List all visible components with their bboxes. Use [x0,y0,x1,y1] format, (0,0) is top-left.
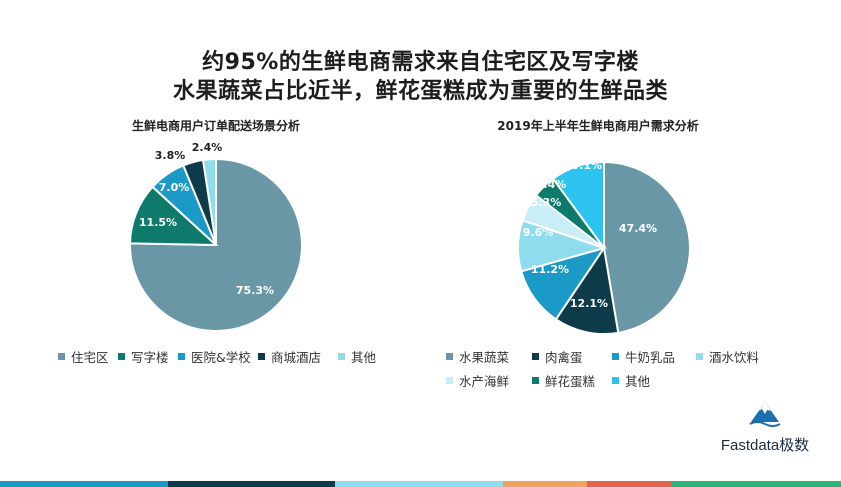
pie-slice [128,185,219,247]
legend-item: 其他 [338,347,376,366]
brand-logo: Fastdata极数 [700,400,830,455]
bottom-bar-segment [335,481,503,487]
bottom-bar-segment [0,481,168,487]
legend-label: 鲜花蛋糕 [545,374,596,389]
legend-swatch [696,353,703,360]
bottom-bar-segment [168,481,335,487]
legend-item: 酒水饮料 [696,347,759,366]
pie-slice [551,160,605,252]
legend-item: 其他 [612,371,650,390]
legend-item: 牛奶乳品 [612,347,675,366]
legend-label: 其他 [625,374,651,389]
legend-label: 牛奶乳品 [625,350,676,365]
legend-swatch [118,353,125,360]
data-label: 3.8% [155,149,186,162]
legend-label: 住宅区 [71,350,109,365]
legend-swatch [446,353,453,360]
pie-slice [603,160,691,334]
data-label: 7.0% [159,181,190,194]
legend-label: 肉禽蛋 [545,350,583,365]
legend-item: 鲜花蛋糕 [532,371,595,390]
legend-swatch [258,353,265,360]
data-label: 12.1% [570,297,608,310]
legend-item: 住宅区 [58,347,109,366]
pie-slice [201,157,217,246]
legend-item: 商城酒店 [258,347,321,366]
bottom-bar-segment [587,481,671,487]
legend-label: 商城酒店 [271,350,322,365]
data-label: 47.4% [619,222,657,235]
data-label: 9.6% [523,226,554,239]
legend-label: 医院&学校 [191,350,251,365]
right-chart-title: 2019年上半年生鲜电商用户需求分析 [497,119,699,133]
bottom-bar-segment [671,481,841,487]
legend-swatch [532,377,539,384]
mountain-logo-icon [749,402,781,427]
data-label: 5.3% [531,196,562,209]
legend-swatch [532,353,539,360]
bottom-bar-segment [503,481,587,487]
legend-swatch [178,353,185,360]
legend-item: 医院&学校 [178,347,251,366]
legend-label: 其他 [351,350,377,365]
left-chart-title: 生鲜电商用户订单配送场景分析 [131,119,300,133]
legend-item: 肉禽蛋 [532,347,583,366]
legend-label: 水果蔬菜 [459,350,510,365]
data-label: 11.5% [139,216,177,229]
legend-swatch [612,353,619,360]
legend-item: 水产海鲜 [446,371,509,390]
headline-line-2: 水果蔬菜占比近半，鲜花蛋糕成为重要的生鲜品类 [172,79,668,104]
data-label: 2.4% [192,141,223,154]
left-pie-chart: 75.3% 11.5% 7.0% 3.8% 2.4% [128,141,303,332]
data-label: 75.3% [236,284,274,297]
legend-item: 写字楼 [118,347,169,366]
pie-slice [129,157,303,332]
headline-line-1: 约95%的生鲜电商需求来自住宅区及写字楼 [202,50,639,75]
data-label: 11.2% [531,263,569,276]
legend-label: 水产海鲜 [459,374,510,389]
legend-swatch [58,353,65,360]
data-label: 4.4% [536,178,567,191]
brand-name: Fastdata极数 [720,437,810,454]
legend-item: 水果蔬菜 [446,347,509,366]
legend-label: 酒水饮料 [709,350,760,365]
legend-swatch [338,353,345,360]
right-pie-chart: 47.4% 12.1% 11.2% 9.6% 5.3% 4.4% 10.1% [517,159,691,335]
legend-swatch [612,377,619,384]
bottom-color-bar [0,481,841,487]
data-label: 10.1% [564,159,602,172]
pie-slice [554,245,620,335]
legend-label: 写字楼 [131,350,169,365]
legend-swatch [446,377,453,384]
